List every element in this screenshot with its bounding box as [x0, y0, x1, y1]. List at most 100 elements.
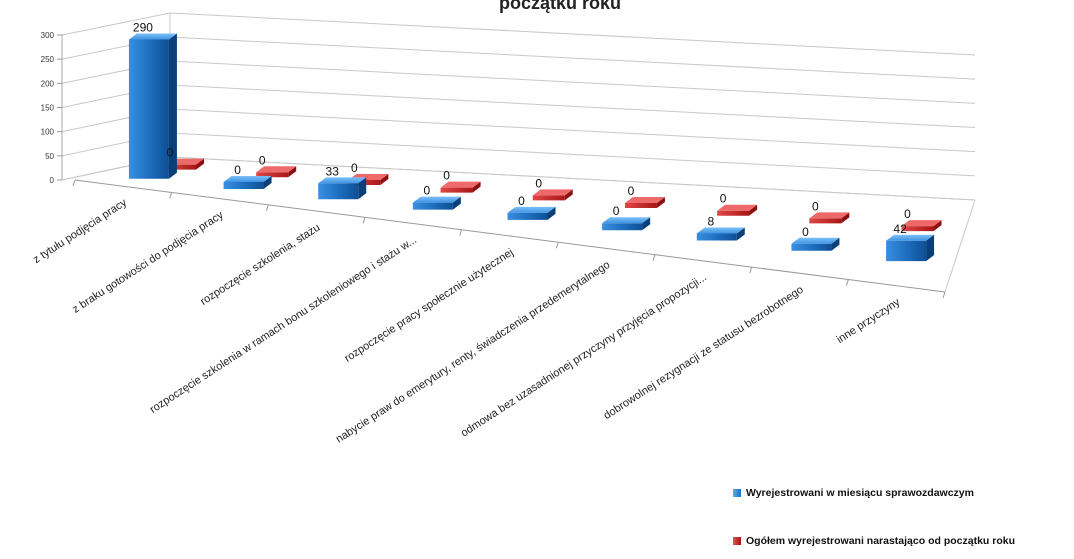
bar-series-1-side	[168, 33, 177, 179]
gridline	[61, 12, 976, 56]
x-tick-mark	[845, 279, 849, 286]
bar-series-1	[412, 196, 461, 210]
bar-series-1-top	[696, 227, 745, 234]
legend-item-series-1: Wyrejestrowani w miesiącu sprawozdawczym	[733, 487, 974, 499]
gridline	[61, 108, 976, 153]
x-tick-mark	[942, 291, 946, 299]
gridline	[61, 132, 976, 177]
bar-series-1	[602, 217, 651, 231]
bar-series-2	[256, 166, 297, 178]
bar-series-2-front	[532, 195, 565, 201]
data-label-series-2: 0	[259, 153, 266, 167]
gridline	[61, 36, 976, 80]
y-tick-label: 100	[41, 128, 55, 137]
bar-series-1-top	[412, 196, 461, 203]
bar-series-2-front	[624, 203, 657, 209]
bar-series-1-side	[358, 177, 367, 200]
data-label-series-2: 0	[904, 207, 911, 221]
bar-series-1-top	[318, 177, 367, 184]
data-label-series-1: 33	[326, 164, 340, 178]
bar-series-2-top	[256, 166, 297, 173]
bar-series-1-side	[736, 227, 745, 241]
bar-series-1-top	[507, 206, 556, 213]
x-tick-mark	[265, 204, 269, 212]
data-label-series-1: 0	[424, 184, 431, 198]
bar-series-2-front	[901, 226, 934, 232]
bar-series-2-top	[440, 181, 481, 188]
bar-series-2-top	[624, 197, 665, 204]
bar-series-2-top	[532, 189, 573, 196]
bar-series-2	[717, 204, 758, 216]
data-label-series-1: 0	[234, 163, 241, 177]
y-tick-label: 200	[41, 79, 55, 88]
data-label-series-1: 0	[518, 194, 525, 208]
x-tick-mark	[652, 254, 656, 261]
bar-series-1-front	[507, 212, 548, 220]
x-tick-label: z tytułu podjęcia pracy	[31, 196, 129, 266]
y-tick-label: 0	[50, 176, 55, 185]
floor-right-edge	[944, 199, 976, 293]
bar-series-2	[901, 220, 942, 232]
x-tick-mark	[749, 266, 753, 274]
bar-series-1-top	[602, 217, 651, 224]
bar-series-2-side	[472, 181, 481, 193]
bar-series-1-front	[318, 183, 359, 200]
bar-series-2-top	[809, 212, 850, 219]
bar-series-1-top	[886, 234, 935, 241]
bar-series-1-top	[223, 176, 272, 183]
bar-series-2-side	[841, 212, 850, 224]
floor-back-edge	[169, 156, 976, 201]
bar-series-1-top	[128, 33, 177, 40]
gridline	[61, 84, 976, 128]
bar-series-1-front	[886, 240, 927, 262]
bar-series-2-side	[656, 197, 665, 209]
data-label-series-1: 42	[893, 222, 907, 236]
bar-series-1-side	[547, 206, 556, 220]
x-tick-label: rozpoczęcie szkolenia w ramach bonu szko…	[148, 234, 419, 416]
bar-series-2-side	[288, 166, 297, 178]
x-tick-label: dobrowolnej rezygnacji ze statusu bezrob…	[602, 284, 806, 422]
bar-series-1-side	[831, 237, 840, 251]
bar-series-2-side	[564, 189, 573, 201]
data-label-series-2: 0	[628, 184, 635, 198]
bar-series-2-side	[380, 173, 389, 185]
chart-title: początku roku	[499, 0, 621, 13]
bar-series-2-front	[809, 218, 842, 224]
bar-series-2-side	[933, 220, 942, 232]
x-axis-line	[74, 179, 946, 293]
legend-swatch-series-1	[733, 489, 741, 497]
legend-label-series-1: Wyrejestrowani w miesiącu sprawozdawczym	[746, 487, 974, 499]
bar-series-1-side	[642, 217, 651, 231]
x-tick-mark	[362, 217, 366, 224]
bar-series-2	[624, 197, 665, 209]
data-label-series-1: 0	[802, 225, 809, 239]
bar-series-1	[507, 206, 556, 220]
bar-series-1-side	[452, 196, 461, 210]
legend-swatch-series-2	[733, 537, 741, 545]
bar-series-1	[223, 176, 272, 190]
data-label-series-2: 0	[443, 169, 450, 183]
bar-series-2-top	[717, 204, 758, 211]
bar-series-2	[532, 189, 573, 201]
x-tick-label: rozpoczęcie szkolenia, stażu	[198, 222, 322, 308]
bar-series-2-side	[195, 158, 204, 170]
y-tick-label: 50	[45, 152, 54, 161]
y-tick-label: 250	[41, 55, 55, 64]
bar-series-1	[886, 234, 935, 262]
data-label-series-1: 290	[133, 20, 153, 34]
legend-item-series-2: Ogółem wyrejestrowani narastająco od poc…	[733, 535, 1015, 547]
bar-series-1	[696, 227, 745, 241]
bar-series-2-top	[901, 220, 942, 227]
x-tick-label: nabycie praw do emerytury, renty, świadc…	[334, 259, 612, 446]
bar-series-1-front	[223, 182, 264, 190]
data-label-series-1: 0	[613, 204, 620, 218]
legend-label-series-2: Ogółem wyrejestrowani narastająco od poc…	[746, 535, 1015, 547]
x-tick-label: odmowa bez uzasadnionej przyczyny przyję…	[459, 271, 709, 439]
y-tick-label: 300	[41, 31, 55, 40]
x-tick-mark	[72, 179, 76, 187]
x-tick-label: inne przyczyny	[835, 296, 903, 346]
x-tick-mark	[459, 229, 463, 236]
data-label-series-1: 8	[707, 214, 714, 228]
